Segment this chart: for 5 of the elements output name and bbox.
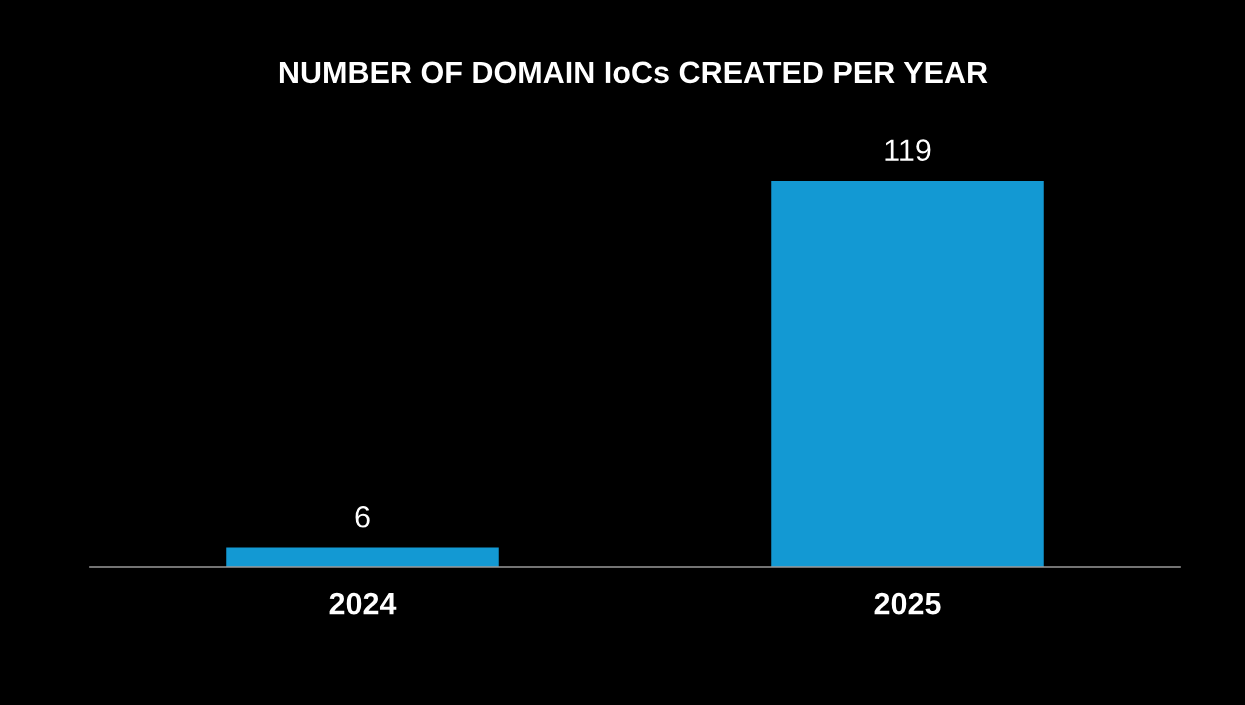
- data-label: 119: [885, 139, 931, 161]
- chart-title: NUMBER OF DOMAIN IoCs CREATED PER YEAR: [279, 61, 988, 84]
- data-label: 6: [355, 505, 370, 528]
- x-tick-label: 2024: [329, 592, 397, 615]
- x-tick-label: 2025: [874, 592, 941, 615]
